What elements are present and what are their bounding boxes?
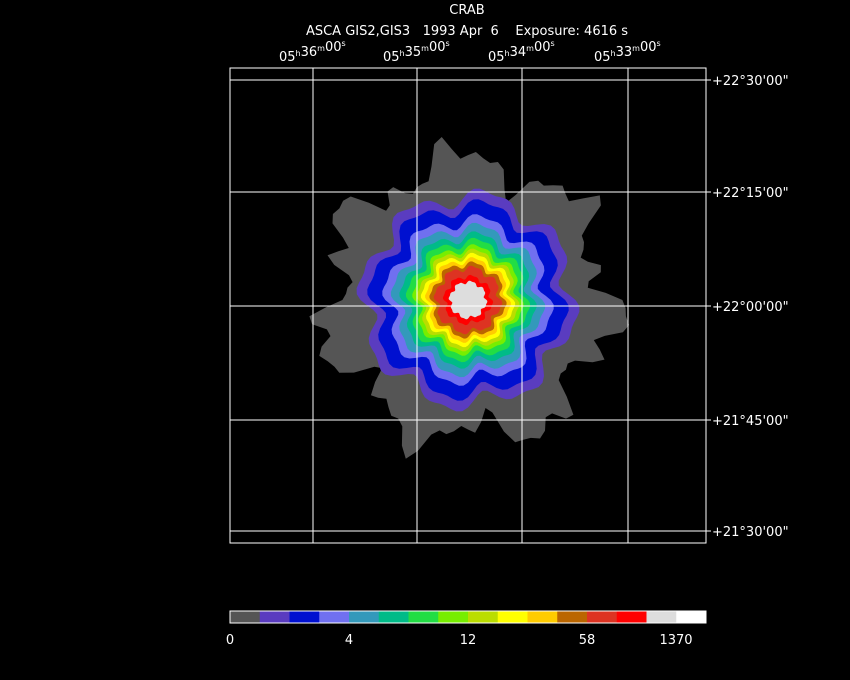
ra-unit: s bbox=[657, 39, 661, 48]
ra-tick-label: 05h34m00s bbox=[488, 39, 555, 65]
ra-part: 35 bbox=[405, 45, 422, 60]
dec-tick-label: +22°30'00" bbox=[712, 74, 789, 89]
ra-tick-label: 05h35m00s bbox=[383, 39, 450, 65]
ra-unit: s bbox=[446, 39, 450, 48]
intensity-contour bbox=[448, 280, 488, 320]
colorbar-swatch bbox=[438, 611, 469, 623]
colorbar-swatch bbox=[349, 611, 380, 623]
ra-unit: s bbox=[551, 39, 555, 48]
ra-unit: m bbox=[317, 44, 325, 53]
colorbar-swatch bbox=[230, 611, 261, 623]
colorbar-swatch bbox=[259, 611, 290, 623]
ra-unit: m bbox=[526, 44, 534, 53]
dec-tick-label: +21°30'00" bbox=[712, 525, 789, 540]
ra-part: 33 bbox=[616, 45, 633, 60]
dec-tick-label: +22°15'00" bbox=[712, 186, 789, 201]
ra-part: 34 bbox=[510, 45, 527, 60]
colorbar-swatch bbox=[468, 611, 499, 623]
colorbar-label: 4 bbox=[345, 633, 353, 648]
ra-part: 05 bbox=[594, 50, 611, 65]
ra-part: 05 bbox=[383, 50, 400, 65]
ra-unit: s bbox=[342, 39, 346, 48]
colorbar-swatch bbox=[646, 611, 677, 623]
ra-tick-label: 05h36m00s bbox=[279, 39, 346, 65]
colorbar-label: 12 bbox=[460, 633, 477, 648]
ra-part: 05 bbox=[279, 50, 296, 65]
colorbar-swatch bbox=[527, 611, 558, 623]
ra-part: 00 bbox=[429, 40, 446, 55]
ra-unit: m bbox=[632, 44, 640, 53]
ra-unit: m bbox=[421, 44, 429, 53]
colorbar-swatch bbox=[497, 611, 528, 623]
ra-unit: h bbox=[611, 49, 616, 58]
colorbar-label: 58 bbox=[579, 633, 596, 648]
intensity-map bbox=[309, 137, 630, 459]
colorbar-swatch bbox=[378, 611, 409, 623]
colorbar-swatch bbox=[289, 611, 320, 623]
colorbar-swatch bbox=[408, 611, 439, 623]
colorbar-border bbox=[229, 610, 707, 624]
ra-unit: h bbox=[296, 49, 301, 58]
ra-tick-label: 05h33m00s bbox=[594, 39, 661, 65]
ra-unit: h bbox=[505, 49, 510, 58]
subtitle: ASCA GIS2,GIS3 1993 Apr 6 Exposure: 4616… bbox=[306, 24, 628, 39]
dec-tick-label: +22°00'00" bbox=[712, 300, 789, 315]
colorbar-label: 0 bbox=[226, 633, 234, 648]
ra-part: 05 bbox=[488, 50, 505, 65]
dec-tick-label: +21°45'00" bbox=[712, 414, 789, 429]
ra-part: 00 bbox=[640, 40, 657, 55]
colorbar-swatch bbox=[587, 611, 618, 623]
title: CRAB bbox=[449, 3, 484, 18]
colorbar-swatch bbox=[676, 611, 707, 623]
ra-unit: h bbox=[400, 49, 405, 58]
colorbar-swatch bbox=[616, 611, 647, 623]
ra-part: 36 bbox=[301, 45, 318, 60]
colorbar-swatch bbox=[557, 611, 588, 623]
ra-part: 00 bbox=[325, 40, 342, 55]
colorbar-swatch bbox=[319, 611, 350, 623]
ra-part: 00 bbox=[534, 40, 551, 55]
colorbar-label: 1370 bbox=[659, 633, 692, 648]
